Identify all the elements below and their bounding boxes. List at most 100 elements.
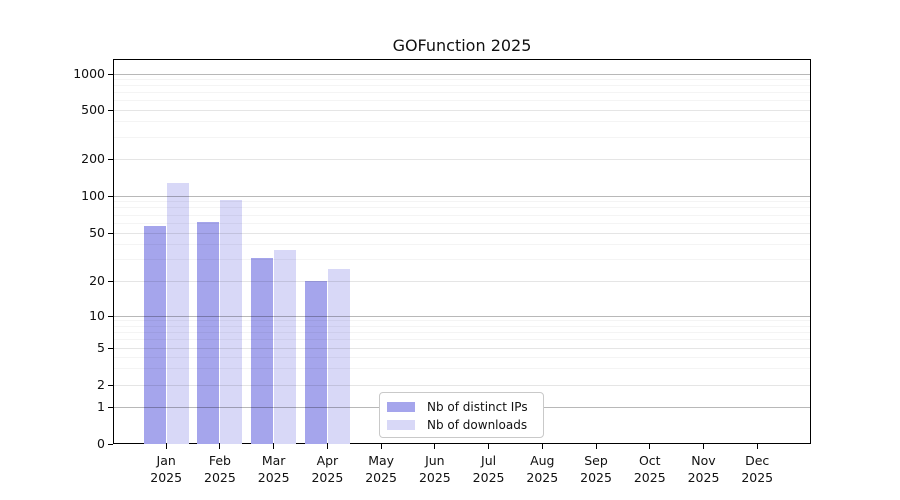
y-tick-label: 10: [89, 308, 105, 323]
x-tick-month: Oct: [638, 453, 661, 468]
gridline-labeled-minor: [114, 109, 810, 111]
x-tick-label: Dec 2025: [725, 452, 789, 486]
x-tick-label: Nov 2025: [672, 452, 736, 486]
x-tick-label: Sep 2025: [564, 452, 628, 486]
x-tick-month: Jan: [156, 453, 176, 468]
x-tick-year: 2025: [150, 470, 183, 485]
x-tick-month: Nov: [691, 453, 716, 468]
bar-distinct-ips-feb: [197, 221, 220, 444]
y-tick-mark: [108, 73, 113, 75]
legend-swatch-distinct-ips: [387, 402, 415, 412]
y-tick-label: 500: [81, 102, 105, 117]
x-tick-year: 2025: [633, 470, 666, 485]
bar-downloads-feb: [220, 200, 243, 444]
y-tick-label: 20: [89, 273, 105, 288]
gridline-minor: [114, 356, 810, 358]
x-tick-label: Oct 2025: [618, 452, 682, 486]
bar-downloads-jan: [166, 183, 189, 444]
bar-distinct-ips-mar: [251, 258, 274, 444]
y-tick-label: 1000: [73, 66, 105, 81]
bar-downloads-mar: [274, 250, 297, 444]
x-tick-year: 2025: [526, 470, 559, 485]
bar-downloads-apr: [327, 269, 350, 444]
gridline-minor: [114, 85, 810, 87]
chart-title: GOFunction 2025: [392, 36, 532, 55]
gridline-labeled-minor: [114, 280, 810, 282]
x-tick-year: 2025: [741, 470, 774, 485]
x-tick-mark: [326, 444, 328, 449]
x-tick-mark: [488, 444, 490, 449]
y-tick-mark: [108, 384, 113, 386]
x-tick-year: 2025: [472, 470, 505, 485]
gridline-minor: [114, 100, 810, 102]
gridline-minor: [114, 92, 810, 94]
y-tick-label: 100: [81, 188, 105, 203]
y-tick-label: 1: [97, 399, 105, 414]
x-tick-label: Feb 2025: [188, 452, 252, 486]
x-tick-mark: [541, 444, 543, 449]
gridline-minor: [114, 78, 810, 80]
gridline-minor: [114, 201, 810, 203]
gridline-minor: [114, 214, 810, 216]
x-tick-label: Jan 2025: [134, 452, 198, 486]
x-tick-year: 2025: [257, 470, 290, 485]
gridline-minor: [114, 222, 810, 224]
x-tick-month: Feb: [208, 453, 231, 468]
y-tick-mark: [108, 315, 113, 317]
x-tick-year: 2025: [365, 470, 398, 485]
x-tick-year: 2025: [580, 470, 612, 485]
gridline-major: [114, 73, 810, 75]
x-tick-year: 2025: [204, 470, 236, 485]
legend: Nb of distinct IPs Nb of downloads: [379, 392, 544, 438]
gridline-minor: [114, 244, 810, 246]
x-tick-month: Aug: [530, 453, 555, 468]
x-tick-label: Jul 2025: [457, 452, 521, 486]
x-tick-mark: [380, 444, 382, 449]
y-tick-label: 0: [97, 436, 105, 451]
y-tick-mark: [108, 109, 113, 111]
y-tick-mark: [108, 280, 113, 282]
y-tick-mark: [108, 443, 113, 445]
gridline-minor: [114, 325, 810, 327]
x-tick-mark: [165, 444, 167, 449]
x-tick-year: 2025: [311, 470, 344, 485]
x-tick-month: Apr: [316, 453, 339, 468]
gridline-labeled-minor: [114, 158, 810, 160]
x-tick-mark: [434, 444, 436, 449]
x-tick-month: Jul: [481, 453, 497, 468]
legend-item-downloads: Nb of downloads: [387, 416, 535, 434]
gridline-minor: [114, 259, 810, 261]
x-tick-mark: [649, 444, 651, 449]
gridline-labeled-minor: [114, 347, 810, 349]
gridline-major: [114, 195, 810, 197]
bar-distinct-ips-jan: [143, 226, 166, 444]
x-tick-mark: [273, 444, 275, 449]
x-tick-month: Sep: [584, 453, 608, 468]
y-tick-mark: [108, 158, 113, 160]
y-tick-mark: [108, 406, 113, 408]
gridline-major: [114, 315, 810, 317]
gridline-labeled-minor: [114, 384, 810, 386]
gridline-minor: [114, 207, 810, 209]
bar-distinct-ips-apr: [304, 281, 327, 444]
x-tick-label: Apr 2025: [295, 452, 359, 486]
x-tick-mark: [219, 444, 221, 449]
x-tick-year: 2025: [687, 470, 720, 485]
gridline-minor: [114, 368, 810, 370]
y-tick-mark: [108, 232, 113, 234]
x-tick-mark: [595, 444, 597, 449]
gridline-minor: [114, 136, 810, 138]
y-tick-label: 5: [97, 340, 105, 355]
y-tick-label: 200: [81, 151, 105, 166]
x-tick-mark: [703, 444, 704, 449]
gridline-labeled-minor: [114, 232, 810, 234]
x-tick-year: 2025: [418, 470, 451, 485]
gridline-minor: [114, 331, 810, 333]
x-tick-month: Jun: [425, 453, 445, 468]
x-tick-mark: [756, 444, 758, 449]
x-tick-month: Mar: [261, 453, 286, 468]
x-tick-month: Dec: [745, 453, 770, 468]
x-tick-label: Mar 2025: [242, 452, 306, 486]
gridline-minor: [114, 339, 810, 341]
